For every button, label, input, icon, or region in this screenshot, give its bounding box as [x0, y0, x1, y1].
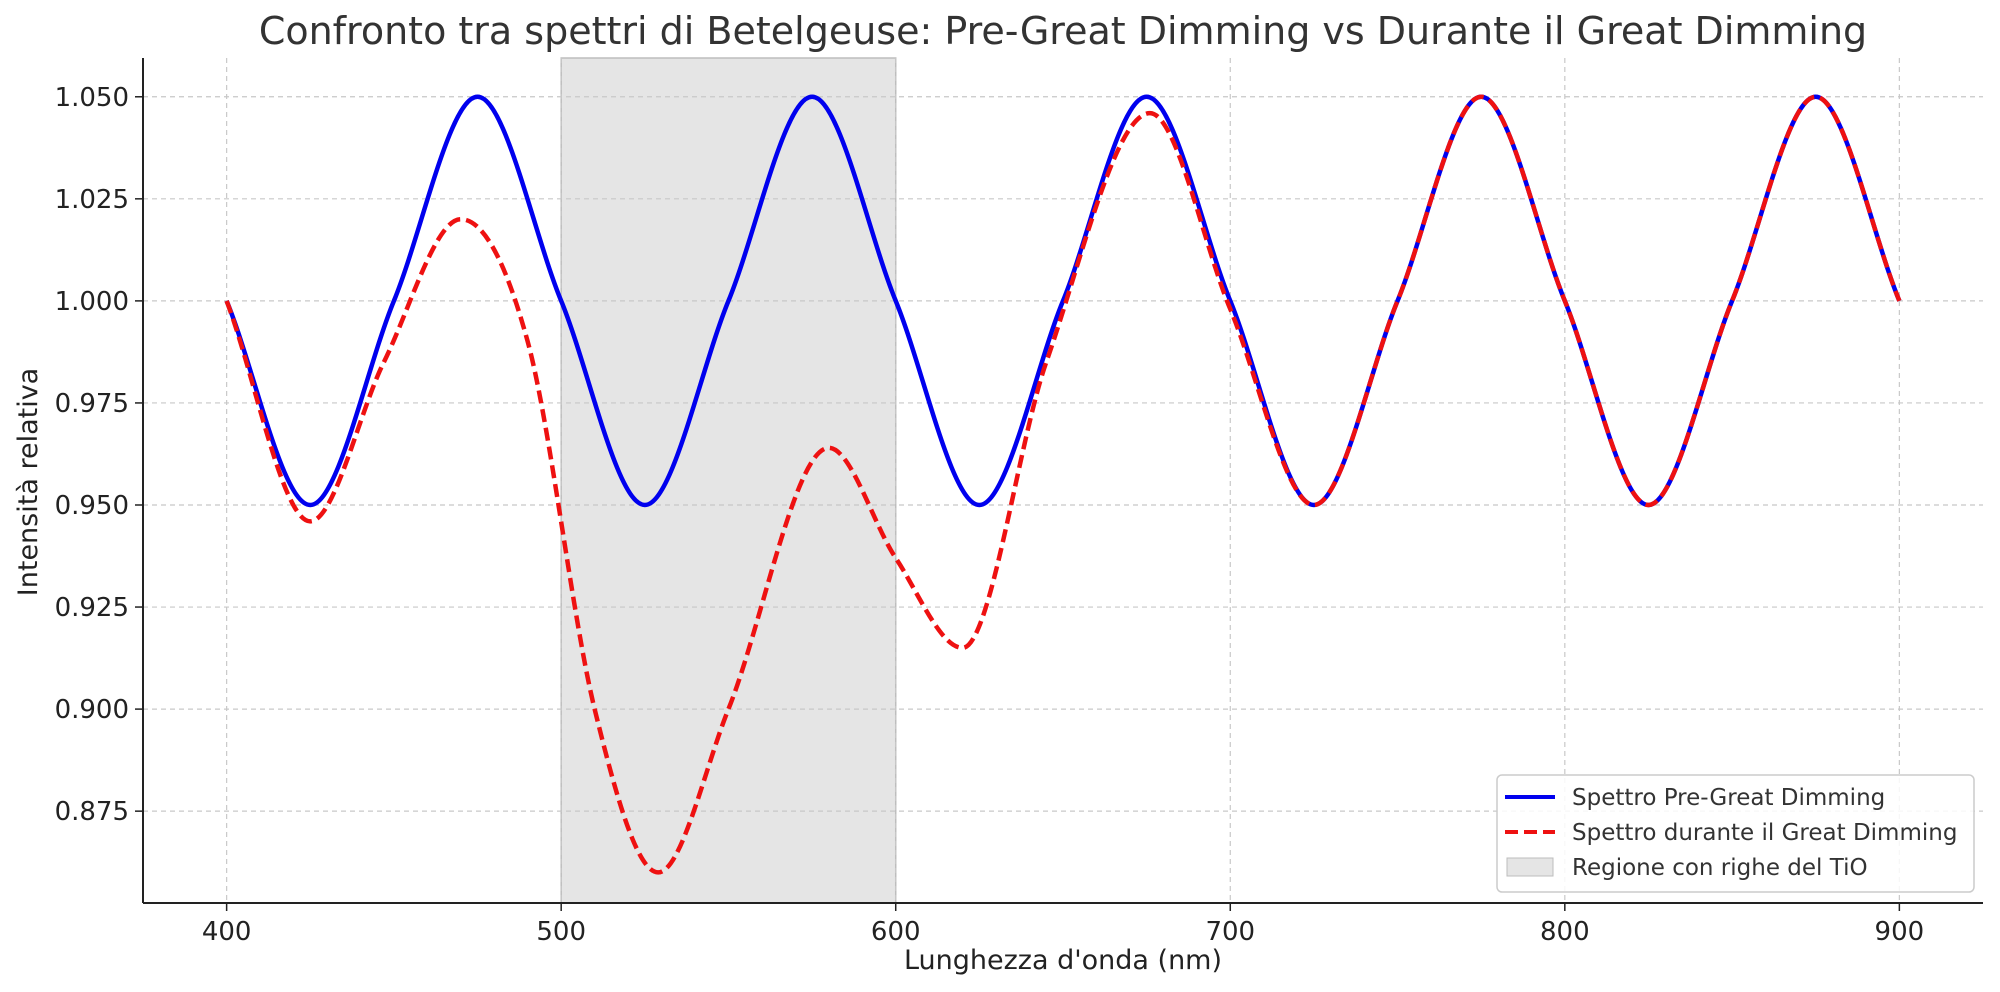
y-tick-label-0.900: 0.900	[55, 695, 129, 725]
legend-label-pre: Spettro Pre-Great Dimming	[1572, 785, 1885, 811]
legend: Spettro Pre-Great Dimming Spettro durant…	[1496, 774, 1975, 893]
x-ticks: 400 500 600 700 800 900	[202, 903, 1924, 947]
series-line-pre-great-dimming	[224, 94, 1902, 508]
y-tick-label-0.975: 0.975	[55, 389, 129, 419]
plot-lines	[224, 94, 1902, 875]
x-axis-label: Lunghezza d'onda (nm)	[904, 945, 1222, 976]
y-ticks: 0.875 0.900 0.925 0.950 0.975 1.000 1.025 1.050	[55, 83, 143, 827]
y-axis-label: Intensità relativa	[13, 368, 44, 596]
y-tick-label-0.875: 0.875	[55, 797, 129, 827]
series-line-during-great-dimming	[224, 94, 1902, 875]
y-tick-label-0.950: 0.950	[55, 491, 129, 521]
y-tick-label-1.000: 1.000	[55, 287, 129, 317]
x-tick-label-900: 900	[1875, 917, 1925, 947]
y-tick-label-1.025: 1.025	[55, 185, 129, 215]
legend-swatch-tio	[1506, 857, 1554, 877]
y-tick-label-0.925: 0.925	[55, 593, 129, 623]
x-tick-label-800: 800	[1540, 917, 1590, 947]
x-tick-label-400: 400	[202, 917, 252, 947]
x-tick-label-500: 500	[536, 917, 586, 947]
y-tick-label-1.050: 1.050	[55, 83, 129, 113]
x-tick-label-700: 700	[1205, 917, 1255, 947]
chart-title: Confronto tra spettri di Betelgeuse: Pre…	[259, 9, 1867, 53]
legend-label-tio: Regione con righe del TiO	[1572, 855, 1868, 881]
x-tick-label-600: 600	[871, 917, 921, 947]
legend-label-during: Spettro durante il Great Dimming	[1572, 820, 1957, 846]
legend-box	[1496, 774, 1975, 893]
